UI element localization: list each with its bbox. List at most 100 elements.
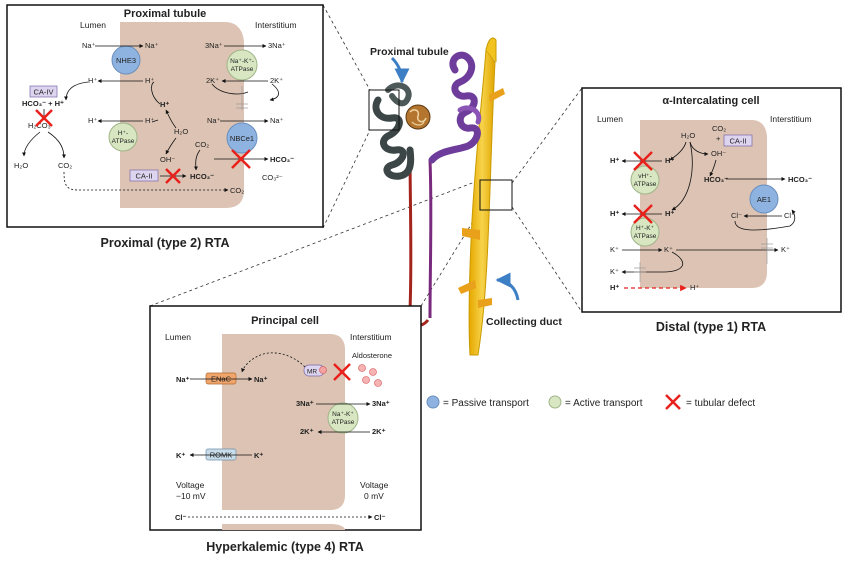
nbce1-na-in: Na⁺	[207, 116, 221, 125]
proximal-nak-atpase-line2: ATPase	[231, 66, 254, 73]
paracellular-cl-out: Cl⁻	[175, 513, 187, 522]
proximal-nak-atpase	[226, 49, 258, 81]
proximal-tubule-label: Proximal tubule	[370, 46, 449, 58]
ae1-transporter	[749, 184, 779, 214]
hk-atpase-line1: H⁺-K⁺	[636, 225, 655, 232]
proximal-cell	[120, 22, 244, 208]
lumen-h-backleak: H⁺	[610, 283, 619, 292]
proximal-interstitium-label: Interstitium	[255, 20, 297, 30]
legend-active-swatch	[548, 395, 562, 409]
principal-title: Principal cell	[251, 315, 319, 327]
nephron-illustration: Proximal tubule Collecting duct	[368, 37, 562, 356]
voltage-int-line2: 0 mV	[364, 491, 384, 501]
ca-iv-enzyme	[29, 85, 58, 98]
distal-caption: Distal (type 1) RTA	[656, 320, 766, 334]
collecting-pointer-arrow	[495, 272, 520, 301]
proximal-lumen-label: Lumen	[80, 20, 106, 30]
enac-na-out: Na⁺	[176, 375, 190, 384]
cell-h2o: H₂O	[174, 127, 188, 136]
proximal-h-atpase-line2: ATPase	[112, 138, 135, 145]
principal-cell-lower	[222, 524, 345, 530]
hk-atpase-defect-x	[633, 204, 653, 224]
interstitium-cl: Cl⁻	[784, 211, 795, 220]
principal-k2-in: 2K⁺	[300, 427, 314, 436]
cell-co2-sub: CO₂	[230, 186, 244, 195]
romk-k-out: K⁺	[176, 451, 185, 460]
distal-lumen-label: Lumen	[597, 114, 623, 124]
vh-atpase	[630, 165, 660, 195]
hk-atpase-h-out: H⁺	[610, 209, 619, 218]
nbce1-transporter	[226, 122, 258, 154]
mr-defect-x	[333, 363, 351, 381]
lumen-co2: CO₂	[58, 161, 72, 170]
nhe3-label: NHE3	[116, 56, 136, 65]
nbce1-na-out: Na⁺	[270, 116, 284, 125]
principal-nak-atpase-line1: Na⁺-K⁺	[332, 411, 354, 418]
proximal-h-atpase	[108, 122, 138, 152]
nhe3-h-out: H⁺	[88, 76, 97, 85]
nhe3-na-out: Na⁺	[82, 41, 96, 50]
proximal-highlight-box	[368, 89, 400, 131]
proximal-k2-out: 2K⁺	[270, 76, 283, 85]
principal-k2-out: 2K⁺	[372, 427, 386, 436]
proximal-na3-in: 3Na⁺	[205, 41, 223, 50]
voltage-lumen-line2: −10 mV	[176, 491, 206, 501]
principal-nak-atpase-line2: ATPase	[332, 419, 355, 426]
proximal-nak-atpase-line1: Na⁺-K⁺-	[230, 58, 254, 65]
proximal-ca-ii-enzyme	[129, 169, 159, 182]
cell-co2-upper: CO₂	[195, 140, 209, 149]
cell-cl: Cl⁻	[731, 211, 742, 220]
principal-cell-upper	[222, 334, 345, 510]
cell-h-backleak: H⁺	[690, 283, 699, 292]
lumen-h2o: H₂O	[14, 161, 28, 170]
distal-hco3-out: HCO₃⁻	[788, 175, 812, 184]
legend-defect-label: = tubular defect	[686, 398, 755, 409]
interstitium-co3: CO₃²⁻	[262, 173, 283, 182]
h-atpase-h-in: H⁺	[145, 116, 154, 125]
proximal-caption: Proximal (type 2) RTA	[101, 236, 230, 250]
vh-atpase-defect-x	[633, 151, 653, 171]
nbce1-defect-x	[231, 149, 251, 169]
vh-atpase-line2: ATPase	[634, 181, 657, 188]
distal-cell	[640, 120, 767, 288]
nbce1-hco3-out: HCO₃⁻	[270, 155, 294, 164]
carbonic-anhydrase-defect-x	[165, 168, 181, 184]
aldosterone-label: Aldosterone	[352, 351, 392, 360]
mr-label: MR	[307, 369, 317, 376]
proximal-pointer-arrow	[390, 56, 410, 84]
legend-active-label: = Active transport	[565, 398, 643, 409]
hk-atpase-line2: ATPase	[634, 233, 657, 240]
voltage-lumen-line1: Voltage	[176, 480, 205, 490]
distal-ca-ii-label: CA-II	[729, 137, 746, 146]
aldosterone-molecules	[358, 364, 382, 387]
distal-h2o: H₂O	[681, 131, 695, 140]
distal-plus: +	[716, 134, 721, 143]
h-atpase-h-out: H⁺	[88, 116, 97, 125]
principal-na3-in: 3Na⁺	[296, 399, 314, 408]
nhe3-na-in: Na⁺	[145, 41, 159, 50]
proximal-ca-ii-label: CA-II	[135, 172, 152, 181]
principal-caption: Hyperkalemic (type 4) RTA	[206, 540, 363, 554]
lumen-hco3-h: HCO₃⁻ + H⁺	[22, 99, 64, 108]
cell-oh: OH⁻	[160, 155, 175, 164]
proximal-k2-in: 2K⁺	[206, 76, 219, 85]
enac-na-in: Na⁺	[254, 375, 268, 384]
nbce1-label: NBCe1	[230, 134, 254, 143]
voltage-int-line1: Voltage	[360, 480, 389, 490]
cell-h: H⁺	[160, 100, 169, 109]
hk-atpase-h-in: H⁺	[665, 209, 674, 218]
cell-hco3: HCO₃⁻	[190, 172, 214, 181]
vh-atpase-h-out: H⁺	[610, 156, 619, 165]
distal-interstitium-label: Interstitium	[770, 114, 812, 124]
principal-panel: Principal cell Lumen Interstitium ENaC N…	[149, 305, 422, 531]
legend-passive-swatch	[426, 395, 440, 409]
vh-atpase-h-in: H⁺	[665, 156, 674, 165]
legend: = Passive transport = Active transport =…	[426, 394, 755, 410]
legend-defect-swatch	[665, 394, 681, 410]
proximal-h-atpase-line1: H⁺-	[118, 130, 128, 137]
ca-iv-defect-x	[35, 109, 53, 127]
principal-lumen-label: Lumen	[165, 332, 191, 342]
principal-na3-out: 3Na⁺	[372, 399, 390, 408]
hk-atpase	[630, 217, 660, 247]
